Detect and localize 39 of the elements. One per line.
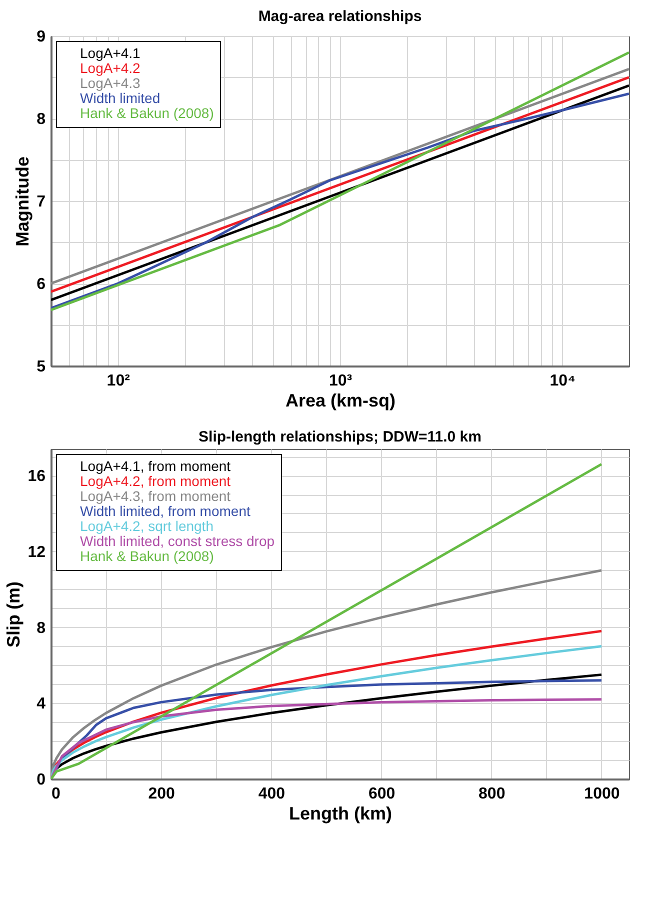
text: LogA+4.3 [80, 75, 141, 91]
text: LogA+4.2 [80, 60, 141, 76]
text: LogA+4.3, from moment [80, 488, 231, 504]
text: LogA+4.2, from moment [80, 473, 231, 489]
y-tick-label: 8 [36, 620, 46, 637]
x-tick-label: 600 [368, 786, 396, 802]
text: Hank & Bakun (2008) [80, 105, 214, 121]
chart-title: Slip-length relationships; DDW=11.0 km [198, 428, 482, 446]
x-tick-label: 1000 [584, 786, 620, 802]
x-tick-label: 0 [52, 786, 60, 802]
y-tick-label: 8 [36, 111, 46, 128]
x-tick-label: 10³ [328, 372, 352, 390]
y-tick-label: 7 [36, 194, 46, 210]
line-series [51, 462, 603, 779]
text: LogA+4.2, sqrt length [80, 518, 214, 534]
x-tick-label: 10² [106, 372, 130, 390]
x-tick-label: 400 [258, 786, 286, 802]
x-tick-label: 200 [148, 786, 176, 802]
x-axis-title: Area (km-sq) [285, 390, 396, 410]
text: Width limited, const stress drop [80, 533, 275, 549]
text: Width limited [80, 90, 160, 106]
y-tick-label: 9 [36, 28, 46, 46]
line-series [51, 698, 603, 779]
y-axis-title: Magnitude [12, 156, 33, 246]
text: LogA+4.1 [80, 45, 141, 61]
text: Hank & Bakun (2008) [80, 548, 214, 564]
y-tick-label: 0 [36, 772, 46, 788]
y-tick-label: 4 [36, 696, 46, 713]
x-tick-label: 10⁴ [550, 372, 576, 390]
text: Width limited, from moment [80, 503, 250, 519]
y-tick-label: 16 [28, 468, 46, 486]
y-tick-label: 12 [28, 544, 46, 561]
chart-title: Mag-area relationships [258, 8, 422, 25]
x-axis-title: Length (km) [289, 804, 392, 824]
x-tick-label: 800 [478, 786, 506, 802]
y-tick-label: 5 [36, 358, 46, 376]
y-axis-title: Slip (m) [4, 581, 24, 648]
text: LogA+4.1, from moment [80, 458, 231, 474]
y-tick-label: 6 [36, 276, 46, 293]
